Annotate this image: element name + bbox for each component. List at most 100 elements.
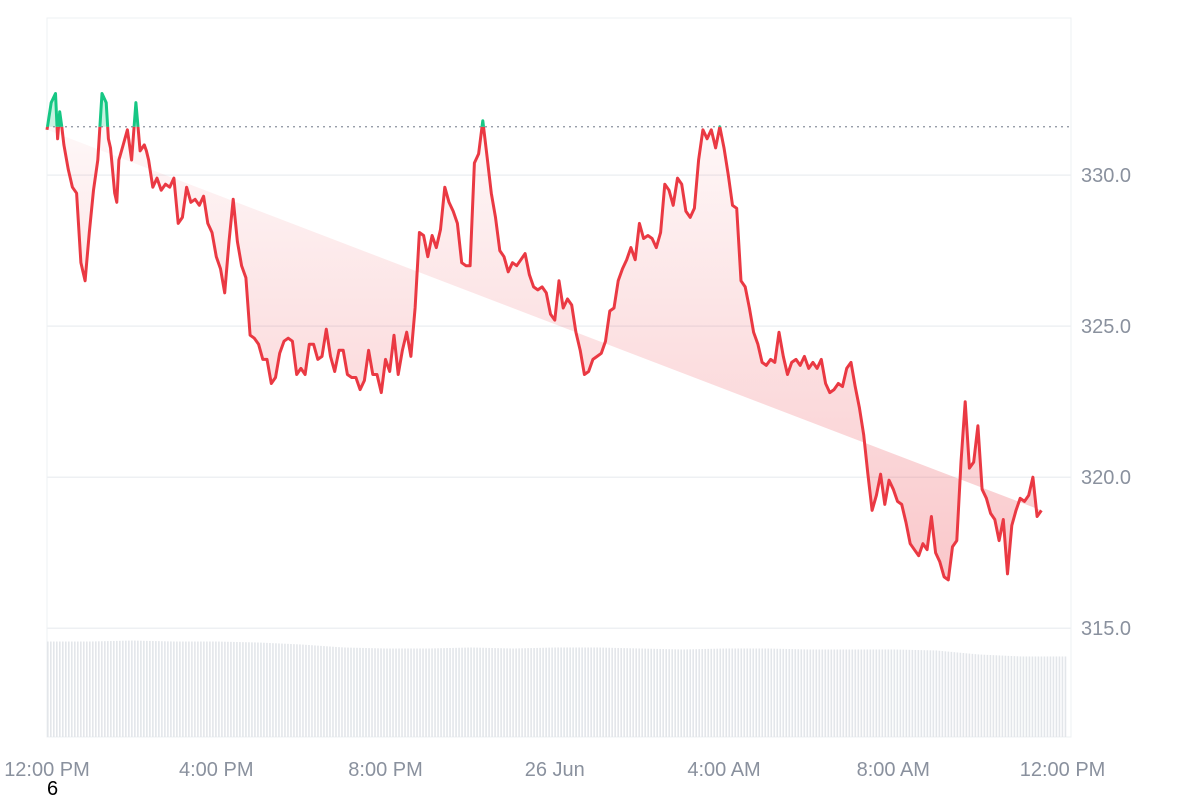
volume-bar <box>494 648 496 737</box>
volume-bar <box>569 647 571 737</box>
volume-bar <box>680 649 683 737</box>
volume-bar <box>212 641 214 737</box>
volume-bar <box>878 649 881 737</box>
volume-bar <box>392 648 394 737</box>
volume-bar <box>170 641 172 737</box>
volume-bar <box>428 648 430 737</box>
volume-bar <box>1046 656 1049 737</box>
volume-bar <box>875 649 878 737</box>
volume-bar <box>230 641 232 737</box>
volume-bar <box>89 641 91 737</box>
volume-bar <box>614 647 616 737</box>
volume-bar <box>821 649 824 737</box>
volume-bar <box>782 648 785 737</box>
volume-bar <box>1010 655 1013 737</box>
volume-bar <box>986 654 989 737</box>
volume-bar <box>584 647 586 737</box>
volume-bar <box>587 647 589 737</box>
volume-bar <box>395 648 397 737</box>
volume-bar <box>563 647 565 737</box>
volume-bar <box>314 645 316 737</box>
volume-bar <box>1028 656 1031 737</box>
volume-bar <box>938 650 941 737</box>
volume-bar <box>410 648 412 737</box>
volume-bar <box>56 641 58 737</box>
volume-bar <box>512 648 514 737</box>
volume-bar <box>998 655 1001 737</box>
volume-bar <box>257 642 259 737</box>
volume-bar <box>815 649 818 737</box>
volume-bars <box>47 640 1067 737</box>
volume-bar <box>818 649 821 737</box>
volume-bar <box>944 651 947 737</box>
volume-bar <box>398 648 400 737</box>
volume-bar <box>254 642 256 737</box>
volume-bar <box>581 647 583 737</box>
volume-bar <box>401 648 403 737</box>
volume-bar <box>260 642 262 737</box>
x-tick-label: 4:00 PM <box>179 759 253 781</box>
volume-bar <box>785 648 788 737</box>
volume-bar <box>731 648 734 737</box>
volume-bar <box>866 649 869 737</box>
volume-bar <box>776 648 779 737</box>
volume-bar <box>245 642 247 737</box>
volume-bar <box>221 641 223 737</box>
volume-bar <box>416 648 418 737</box>
volume-bar <box>872 649 875 737</box>
volume-bar <box>440 648 442 737</box>
volume-bar <box>353 647 355 737</box>
volume-bar <box>659 648 661 737</box>
volume-bar <box>332 646 334 737</box>
volume-bar <box>737 648 740 737</box>
volume-bar <box>629 648 631 737</box>
volume-bar <box>857 649 860 737</box>
volume-bar <box>302 644 304 737</box>
volume-bar <box>560 647 562 737</box>
volume-bar <box>527 648 529 737</box>
volume-bar <box>716 648 719 737</box>
volume-bar <box>119 640 121 737</box>
volume-bar <box>110 641 112 737</box>
volume-bar <box>278 643 280 737</box>
volume-bar <box>959 652 962 737</box>
volume-bar <box>152 641 154 737</box>
volume-bar <box>452 647 454 737</box>
volume-bar <box>323 646 325 737</box>
volume-bar <box>158 641 160 737</box>
volume-bar <box>935 650 938 737</box>
volume-bar <box>113 640 115 737</box>
volume-bar <box>803 649 806 737</box>
volume-bar <box>419 648 421 737</box>
volume-bar <box>236 641 238 737</box>
volume-bar <box>905 649 908 737</box>
volume-bar <box>638 648 640 737</box>
volume-bar <box>68 641 70 737</box>
volume-bar <box>371 648 373 737</box>
volume-bar <box>206 641 208 737</box>
volume-bar <box>770 648 773 737</box>
volume-bar <box>140 640 142 737</box>
price-line <box>45 92 1043 582</box>
volume-bar <box>734 648 737 737</box>
volume-bar <box>617 647 619 737</box>
volume-bar <box>536 647 538 737</box>
volume-bar <box>434 648 436 737</box>
volume-bar <box>980 654 983 737</box>
x-tick-label: 8:00 PM <box>348 759 422 781</box>
volume-bar <box>941 651 944 737</box>
volume-bar <box>215 641 217 737</box>
volume-bar <box>1061 656 1064 737</box>
volume-bar <box>575 647 577 737</box>
volume-bar <box>446 648 448 737</box>
volume-bar <box>1001 655 1004 737</box>
volume-bar <box>344 647 346 737</box>
volume-bar <box>794 649 797 737</box>
volume-bar <box>506 648 508 737</box>
volume-bar <box>545 647 547 737</box>
volume-bar <box>104 641 106 737</box>
volume-bar <box>839 649 842 737</box>
volume-bar <box>218 641 220 737</box>
volume-bar <box>611 647 613 737</box>
